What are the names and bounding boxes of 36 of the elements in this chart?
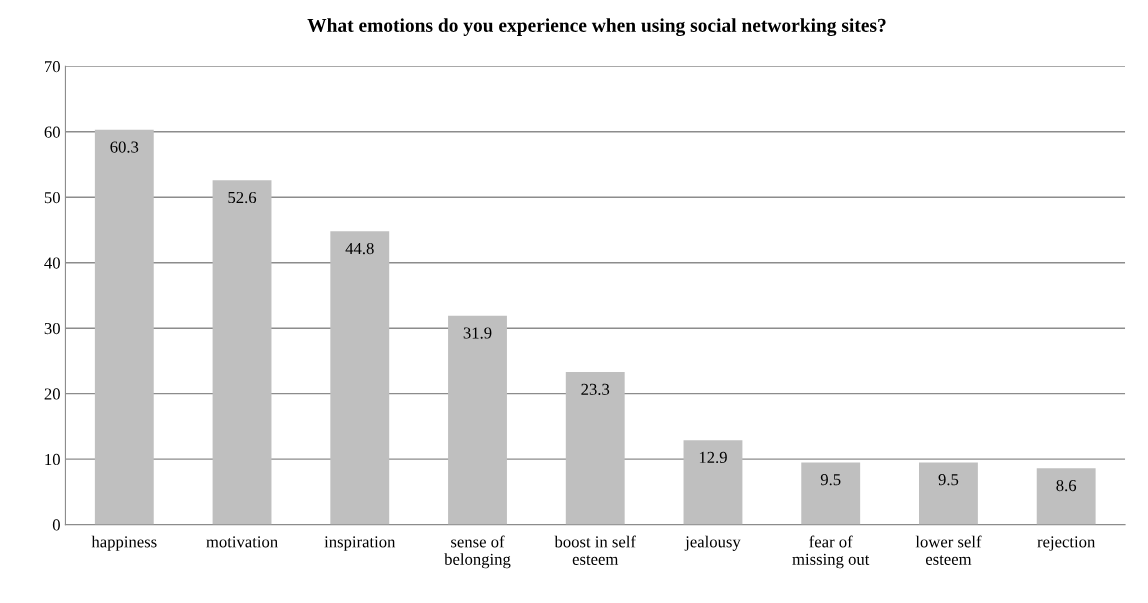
bar: [683, 440, 743, 525]
y-tick-label: 10: [45, 453, 60, 466]
data-label: 8.6: [1056, 479, 1077, 492]
y-tick-label: 20: [44, 388, 60, 400]
x-tick-label: sense of belonging: [444, 535, 511, 569]
y-tick-label: 40: [44, 257, 60, 269]
bar: [801, 462, 861, 525]
data-label: 52.6: [228, 191, 257, 204]
y-tick-label: 30: [44, 322, 60, 335]
bar: [1036, 468, 1096, 525]
bar: [94, 129, 154, 525]
data-label: 9.5: [820, 474, 841, 486]
x-tick-label: rejection: [1037, 536, 1096, 551]
bar: [330, 231, 390, 525]
bar: [212, 180, 272, 525]
data-label: 9.5: [938, 474, 959, 486]
y-tick-label: 60: [44, 126, 60, 138]
bar: [919, 462, 978, 525]
data-label: 60.3: [110, 141, 139, 153]
x-tick-label: boost in self esteem: [554, 535, 636, 565]
x-tick-label: fear of missing out: [792, 535, 870, 569]
x-tick-label: inspiration: [324, 536, 396, 551]
bar: [448, 315, 507, 525]
x-tick-label: happiness: [91, 535, 157, 551]
data-label: 12.9: [699, 451, 727, 464]
y-tick-label: 70: [45, 61, 60, 73]
x-tick-label: jealousy: [684, 535, 741, 551]
y-tick-label: 0: [52, 519, 60, 531]
data-label: 44.8: [345, 242, 374, 255]
y-tick-label: 50: [44, 191, 60, 204]
data-label: 31.9: [463, 327, 492, 339]
x-tick-label: motivation: [206, 536, 278, 548]
bar: [565, 372, 625, 525]
x-tick-label: lower self esteem: [915, 535, 982, 565]
chart-title: What emotions do you experience when using social networking sites?: [307, 18, 886, 37]
data-label: 23.3: [581, 383, 610, 395]
